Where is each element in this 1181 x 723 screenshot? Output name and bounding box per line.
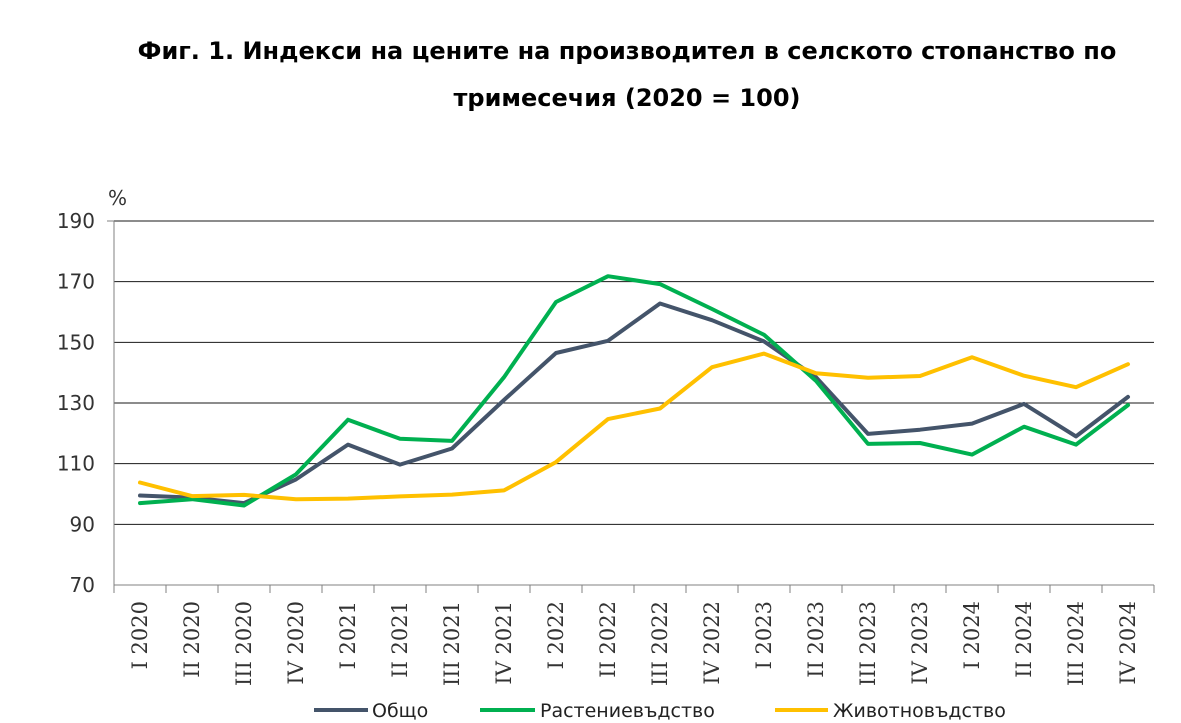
x-tick-label: IV 2020 [284, 601, 308, 685]
axes: 70 90 110 130 150 170 190 I 2020 II 2020 III 2020… [57, 209, 1155, 686]
x-tick-label: I 2023 [752, 601, 776, 669]
x-tick-label: III 2021 [440, 601, 464, 686]
legend-label: Животновъдство [833, 700, 1006, 722]
x-tick-label: IV 2023 [908, 601, 932, 685]
y-tick-label: 90 [70, 512, 95, 536]
x-tick-label: II 2020 [180, 601, 204, 678]
x-tick-label: II 2024 [1012, 601, 1036, 678]
y-tick-label: 130 [57, 391, 95, 415]
gridlines [114, 220, 1154, 525]
x-tick-label: IV 2021 [492, 601, 516, 685]
x-tick-label: I 2021 [336, 601, 360, 669]
legend-label: Растениевъдство [540, 700, 715, 722]
y-tick-label: 70 [70, 573, 95, 597]
chart-title-line-1: Фиг. 1. Индекси на цените на производите… [137, 37, 1117, 65]
y-tick-label: 170 [57, 270, 95, 294]
y-tick-label: 190 [57, 209, 95, 233]
series-line [138, 351, 1130, 502]
y-unit-label: % [108, 186, 127, 210]
chart-title-line-2: тримесечия (2020 = 100) [453, 84, 801, 112]
x-tick-label: II 2021 [388, 601, 412, 678]
x-tick-label: I 2022 [544, 601, 568, 669]
legend-label: Общо [372, 700, 428, 722]
x-tick-label: III 2023 [856, 601, 880, 686]
x-tick-label: I 2020 [128, 601, 152, 669]
y-tick-label: 150 [57, 330, 95, 354]
series-line [138, 301, 1130, 506]
x-tick-label: IV 2022 [700, 601, 724, 685]
series-lines [138, 274, 1130, 508]
x-tick-label: III 2020 [232, 601, 256, 686]
x-tick-label: I 2024 [960, 601, 984, 669]
x-tick-label: II 2022 [596, 601, 620, 678]
x-tick-label: II 2023 [804, 601, 828, 678]
x-tick-label: IV 2024 [1116, 601, 1140, 685]
legend: Общо Растениевъдство Животновъдство [314, 700, 1006, 722]
y-tick-label: 110 [57, 452, 95, 476]
x-tick-label: III 2024 [1064, 601, 1088, 686]
chart-title: Фиг. 1. Индекси на цените на производите… [0, 28, 1181, 122]
x-tick-label: III 2022 [648, 601, 672, 686]
series-line [138, 274, 1130, 508]
